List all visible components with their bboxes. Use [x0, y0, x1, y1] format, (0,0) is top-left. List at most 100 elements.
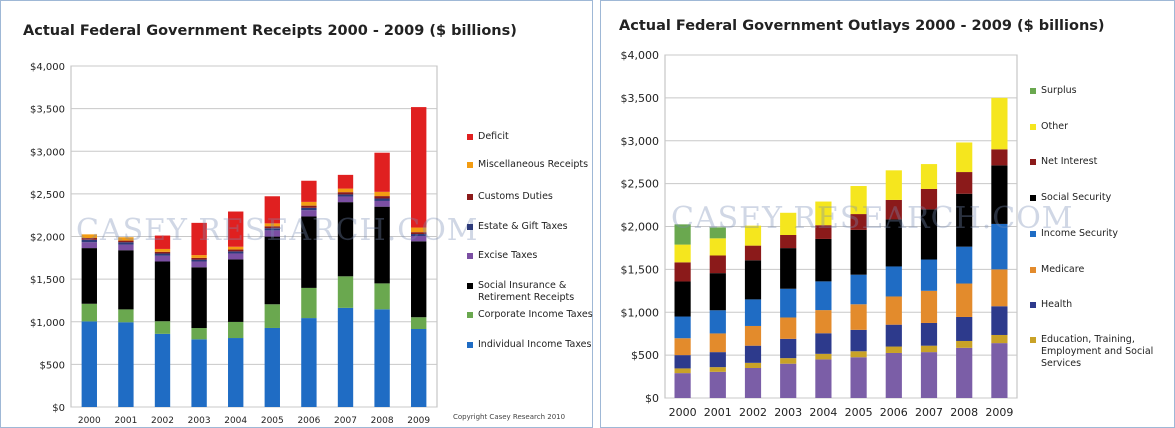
x-tick-label: 2001 [704, 406, 732, 419]
legend-swatch [467, 312, 473, 318]
bar-segment-2005-3 [264, 230, 280, 237]
bar-segment-2006-2 [301, 216, 317, 288]
bar-segment-2004-0 [228, 338, 244, 407]
y-tick-label: $2,000 [621, 221, 660, 234]
bar-segment-2006-6 [885, 199, 902, 220]
bar-segment-2009-4 [411, 234, 427, 236]
bar-segment-2003-3 [780, 317, 797, 339]
bar-segment-2003-2 [780, 338, 797, 359]
legend-label: Income Security [1041, 228, 1118, 239]
bar-segment-2007-1 [337, 276, 354, 308]
outlays-legend: Surplus Other Net Interest Social Security I… [1030, 1, 1170, 427]
legend-swatch [467, 194, 473, 200]
bar-segment-2002-2 [744, 345, 762, 363]
legend-swatch [1030, 195, 1036, 201]
bar-segment-2001-2 [709, 352, 726, 368]
bar-segment-2001-5 [118, 240, 134, 243]
bar-segment-2007-5 [337, 192, 354, 195]
bar-segment-2002-4 [744, 299, 762, 326]
bar-segment-2008-4 [956, 246, 973, 284]
bar-segment-2003-4 [780, 288, 797, 318]
legend-label: Surplus [1041, 85, 1077, 96]
bar-segment-2001-3 [709, 333, 726, 353]
legend-label: Health [1041, 299, 1073, 310]
y-tick-label: $0 [645, 392, 659, 405]
bar-segment-2002-2 [154, 261, 171, 322]
bar-segment-2009-7 [411, 107, 427, 228]
bar-segment-2004-5 [228, 249, 244, 252]
legend-label: Corporate Income Taxes [478, 309, 593, 320]
bar-segment-2005-3 [850, 304, 867, 330]
bar-segment-2009-6 [411, 227, 427, 233]
bar-segment-2004-2 [228, 259, 244, 322]
bar-segment-2007-2 [920, 322, 938, 346]
bar-segment-2002-6 [744, 245, 762, 261]
copyright-text: Copyright Casey Research 2010 [453, 413, 566, 421]
y-tick-label: $4,000 [621, 49, 660, 62]
bar-segment-2005-1 [850, 351, 867, 358]
x-tick-label: 2006 [297, 416, 320, 426]
bar-segment-2000-5 [81, 238, 97, 240]
bar-segment-2009-2 [411, 241, 427, 318]
y-tick-label: $500 [631, 349, 659, 362]
bar-segment-2007-2 [337, 202, 354, 277]
bar-segment-2001-2 [118, 250, 134, 310]
bar-segment-2005-4 [264, 228, 280, 231]
x-tick-label: 2008 [371, 416, 394, 426]
bar-segment-2002-0 [154, 333, 171, 407]
bar-segment-2003-5 [780, 248, 797, 289]
bar-segment-2003-6 [191, 255, 207, 258]
legend-label: Excise Taxes [478, 250, 538, 261]
bar-segment-2003-1 [780, 358, 797, 364]
bar-segment-2006-4 [301, 207, 317, 211]
outlays-chart-title: Actual Federal Government Outlays 2000 -… [619, 18, 1105, 34]
bar-segment-2009-0 [411, 328, 427, 407]
bar-segment-2002-7 [744, 225, 762, 246]
bar-segment-2009-7 [991, 97, 1008, 150]
bar-segment-2002-7 [154, 235, 171, 249]
bar-segment-2008-3 [374, 200, 390, 207]
bar-segment-2004-7 [228, 211, 244, 247]
bar-segment-2001-4 [118, 242, 134, 245]
bar-segment-2002-6 [154, 248, 171, 252]
bar-segment-2008-2 [956, 316, 973, 341]
y-tick-label: $1,000 [30, 318, 65, 329]
bar-segment-2008-2 [374, 206, 390, 284]
bar-segment-2005-5 [264, 226, 280, 229]
x-tick-label: 2009 [985, 406, 1013, 419]
y-tick-label: $2,000 [30, 233, 65, 244]
bar-segment-2005-0 [850, 357, 867, 398]
y-tick-label: $2,500 [621, 178, 660, 191]
legend-swatch [467, 134, 473, 140]
bar-segment-2000-3 [674, 338, 691, 356]
bar-segment-2004-7 [815, 201, 832, 226]
bar-segment-2007-0 [337, 307, 354, 407]
bar-segment-2007-4 [337, 194, 354, 197]
bar-segment-2002-3 [744, 325, 762, 346]
bar-segment-2007-6 [337, 188, 354, 193]
bar-segment-2009-6 [991, 149, 1008, 166]
bar-segment-2005-2 [850, 329, 867, 352]
receipts-chart-panel: Actual Federal Government Receipts 2000 … [0, 0, 593, 428]
y-tick-label: $0 [52, 403, 65, 414]
bar-segment-2004-6 [228, 246, 244, 250]
bar-segment-2002-1 [154, 321, 171, 334]
legend-swatch [1030, 124, 1036, 130]
bar-segment-2002-4 [154, 253, 171, 256]
x-tick-label: 2000 [669, 406, 697, 419]
receipts-chart-title: Actual Federal Government Receipts 2000 … [23, 23, 517, 39]
bar-segment-2006-7 [301, 180, 317, 202]
bar-segment-2000-1 [81, 303, 97, 322]
outlays-chart: $0 $500 $1,000 $1,500 $2,000 $2,500 $3,000 $3,5… [621, 49, 1018, 419]
legend-label: Estate & Gift Taxes [478, 221, 568, 232]
bar-segment-2000-3 [81, 242, 97, 249]
bar-segment-2000-7 [674, 244, 691, 263]
bar-segment-2008-6 [956, 172, 973, 194]
x-tick-label: 2009 [407, 416, 430, 426]
bar-segment-2007-3 [920, 290, 938, 323]
bar-segment-2009-1 [991, 334, 1008, 344]
x-tick-label: 2005 [845, 406, 873, 419]
bar-segment-2006-1 [885, 346, 902, 353]
bar-segment-2004-4 [815, 281, 832, 311]
receipts-legend: Deficit Miscellaneous Receipts Customs Dut… [467, 1, 593, 427]
